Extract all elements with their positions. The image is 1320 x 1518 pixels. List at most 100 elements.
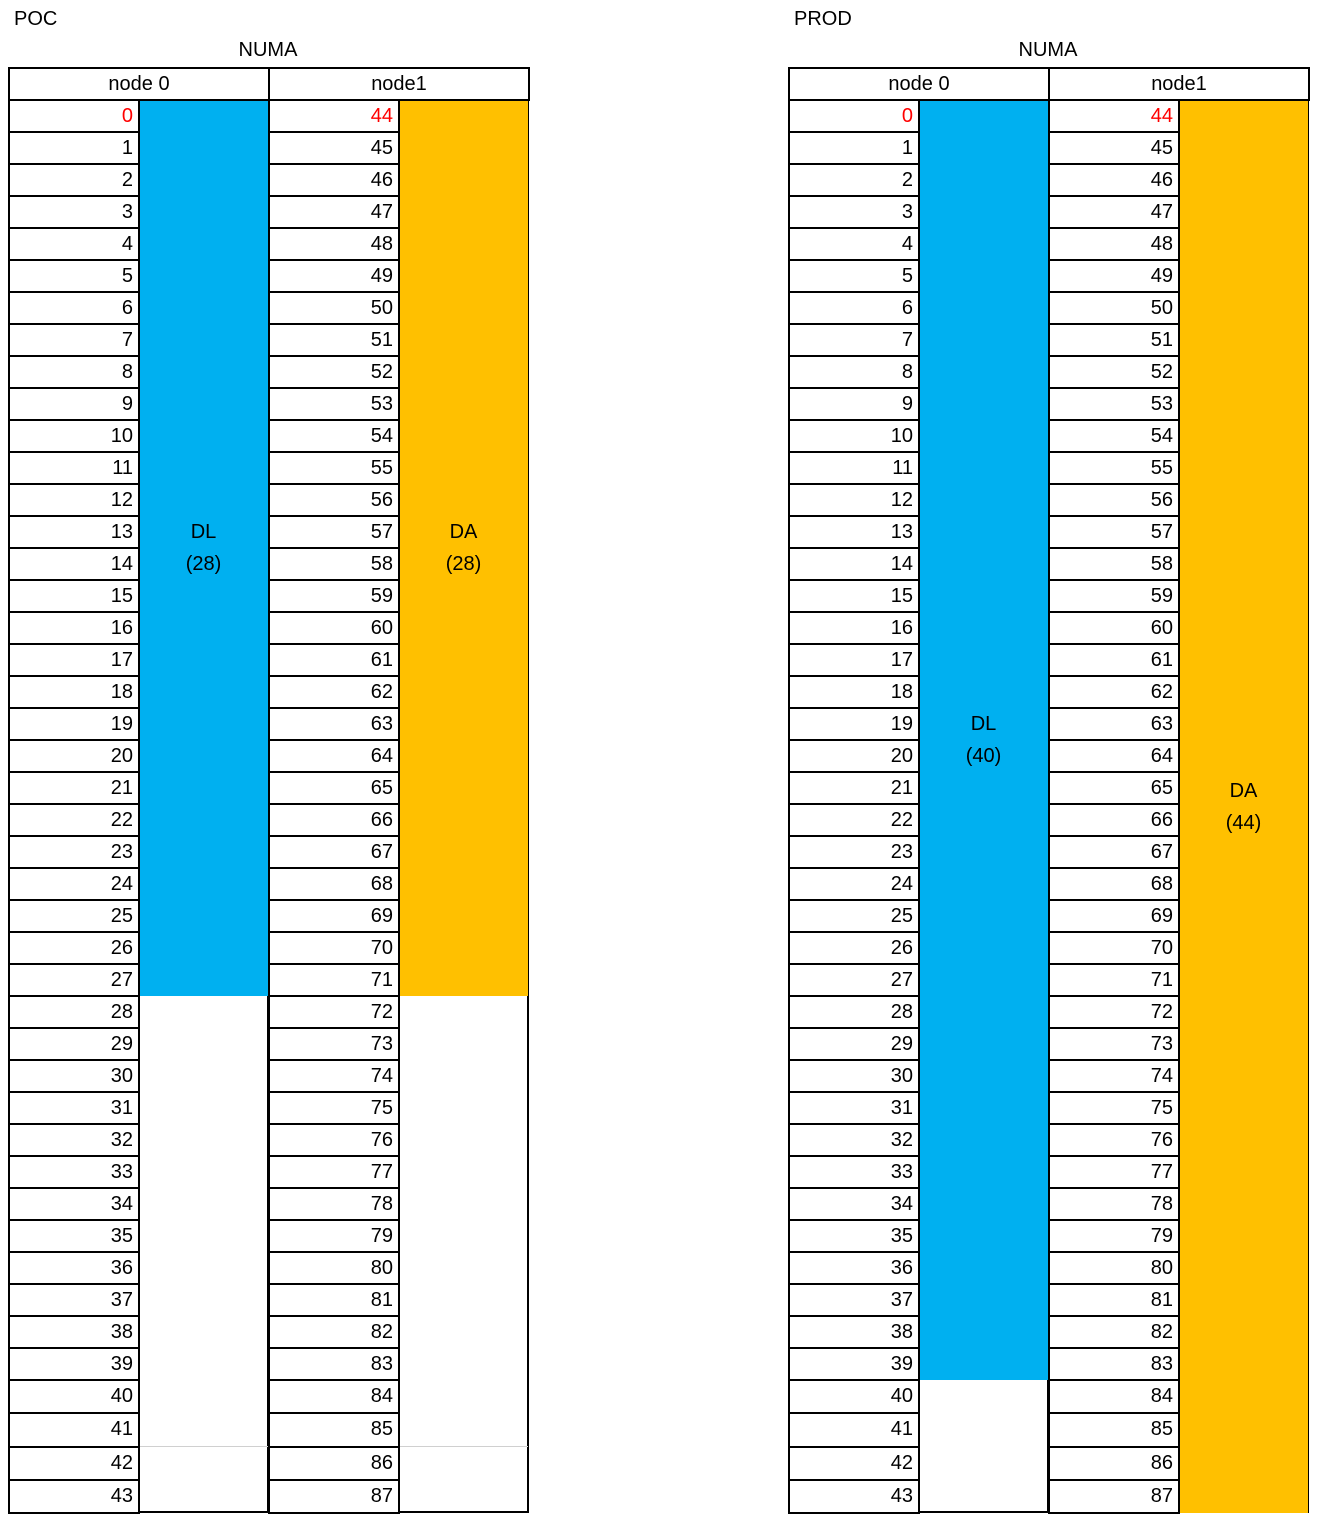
cpu-cell: 68	[1048, 867, 1180, 901]
cpu-cell: 30	[788, 1059, 920, 1093]
cpu-cell: 4	[8, 227, 140, 261]
cpu-cell: 15	[8, 579, 140, 613]
cpu-cell: 29	[8, 1027, 140, 1061]
cpu-cell: 21	[788, 771, 920, 805]
cpu-cell: 6	[8, 291, 140, 325]
table-title: PROD	[794, 8, 852, 30]
cpu-cell: 63	[1048, 707, 1180, 741]
cpu-cell: 40	[788, 1379, 920, 1415]
cpu-cell: 25	[788, 899, 920, 933]
cpu-cell: 60	[1048, 611, 1180, 645]
cpu-cell: 27	[8, 963, 140, 997]
cpu-cell: 69	[1048, 899, 1180, 933]
group-header: NUMA	[1018, 39, 1078, 61]
cpu-cell: 20	[8, 739, 140, 773]
cpu-cell: 71	[1048, 963, 1180, 997]
cpu-cell: 13	[8, 515, 140, 549]
cpu-cell: 60	[268, 611, 400, 645]
cpu-cell: 28	[788, 995, 920, 1029]
cpu-cell: 32	[788, 1123, 920, 1157]
cpu-cell: 58	[268, 547, 400, 581]
cpu-cell: 67	[1048, 835, 1180, 869]
cpu-cell: 19	[788, 707, 920, 741]
cpu-cell: 38	[788, 1315, 920, 1349]
cpu-cell: 57	[1048, 515, 1180, 549]
cpu-cell: 67	[268, 835, 400, 869]
cpu-cell: 43	[8, 1478, 140, 1514]
cpu-cell: 38	[8, 1315, 140, 1349]
cpu-cell: 39	[8, 1347, 140, 1381]
cpu-cell: 27	[788, 963, 920, 997]
cpu-cell: 3	[788, 195, 920, 229]
cpu-cell: 11	[788, 451, 920, 485]
cpu-cell: 35	[788, 1219, 920, 1253]
table-title: POC	[14, 8, 58, 30]
cpu-cell: 65	[1048, 771, 1180, 805]
cpu-cell: 52	[1048, 355, 1180, 389]
cpu-cell: 79	[268, 1219, 400, 1253]
cpu-cell: 8	[8, 355, 140, 389]
cpu-cell: 1	[788, 131, 920, 165]
cpu-cell: 73	[1048, 1027, 1180, 1061]
cpu-cell: 18	[8, 675, 140, 709]
cpu-cell: 78	[1048, 1187, 1180, 1221]
cpu-cell: 5	[788, 259, 920, 293]
cpu-cell: 63	[268, 707, 400, 741]
cpu-cell: 75	[268, 1091, 400, 1125]
cpu-cell: 9	[788, 387, 920, 421]
cpu-cell: 49	[268, 259, 400, 293]
cpu-cell: 3	[8, 195, 140, 229]
cpu-cell: 12	[8, 483, 140, 517]
cpu-cell: 16	[8, 611, 140, 645]
cpu-cell: 68	[268, 867, 400, 901]
cpu-cell: 72	[268, 995, 400, 1029]
cpu-cell: 80	[1048, 1251, 1180, 1285]
cpu-cell: 46	[268, 163, 400, 197]
cpu-cell: 55	[268, 451, 400, 485]
cpu-cell: 51	[268, 323, 400, 357]
cpu-cell: 59	[1048, 579, 1180, 613]
cpu-cell: 72	[1048, 995, 1180, 1029]
cpu-cell: 32	[8, 1123, 140, 1157]
gridline	[139, 1445, 268, 1447]
cpu-cell: 61	[268, 643, 400, 677]
cpu-cell: 22	[788, 803, 920, 837]
block-count: (44)	[1225, 811, 1262, 834]
dl-block: DL (28)	[139, 100, 268, 996]
cpu-cell: 19	[8, 707, 140, 741]
cpu-cell: 54	[268, 419, 400, 453]
cpu-cell: 41	[788, 1412, 920, 1448]
block-label: DA	[1229, 779, 1258, 802]
cpu-cell: 33	[788, 1155, 920, 1189]
cpu-cell: 81	[268, 1283, 400, 1317]
cpu-cell: 23	[8, 835, 140, 869]
cpu-cell: 50	[1048, 291, 1180, 325]
cpu-cell: 84	[1048, 1379, 1180, 1415]
cpu-cell: 37	[788, 1283, 920, 1317]
cpu-cell: 2	[8, 163, 140, 197]
cpu-cell: 17	[788, 643, 920, 677]
cpu-cell: 77	[1048, 1155, 1180, 1189]
cpu-cell: 81	[1048, 1283, 1180, 1317]
cpu-cell: 64	[1048, 739, 1180, 773]
cpu-cell: 29	[788, 1027, 920, 1061]
cpu-cell: 46	[1048, 163, 1180, 197]
cpu-cell: 16	[788, 611, 920, 645]
cpu-cell: 42	[8, 1445, 140, 1481]
cpu-cell: 44	[1048, 99, 1180, 133]
cpu-cell: 86	[1048, 1445, 1180, 1481]
cpu-cell: 43	[788, 1478, 920, 1514]
cpu-cell: 66	[1048, 803, 1180, 837]
cpu-cell: 1	[8, 131, 140, 165]
cpu-cell: 47	[268, 195, 400, 229]
cpu-cell: 73	[268, 1027, 400, 1061]
cpu-cell: 50	[268, 291, 400, 325]
cpu-cell: 76	[268, 1123, 400, 1157]
cpu-cell: 9	[8, 387, 140, 421]
cpu-cell: 54	[1048, 419, 1180, 453]
cpu-cell: 62	[268, 675, 400, 709]
cpu-cell: 8	[788, 355, 920, 389]
cpu-cell: 65	[268, 771, 400, 805]
cpu-cell: 15	[788, 579, 920, 613]
cpu-cell: 82	[268, 1315, 400, 1349]
